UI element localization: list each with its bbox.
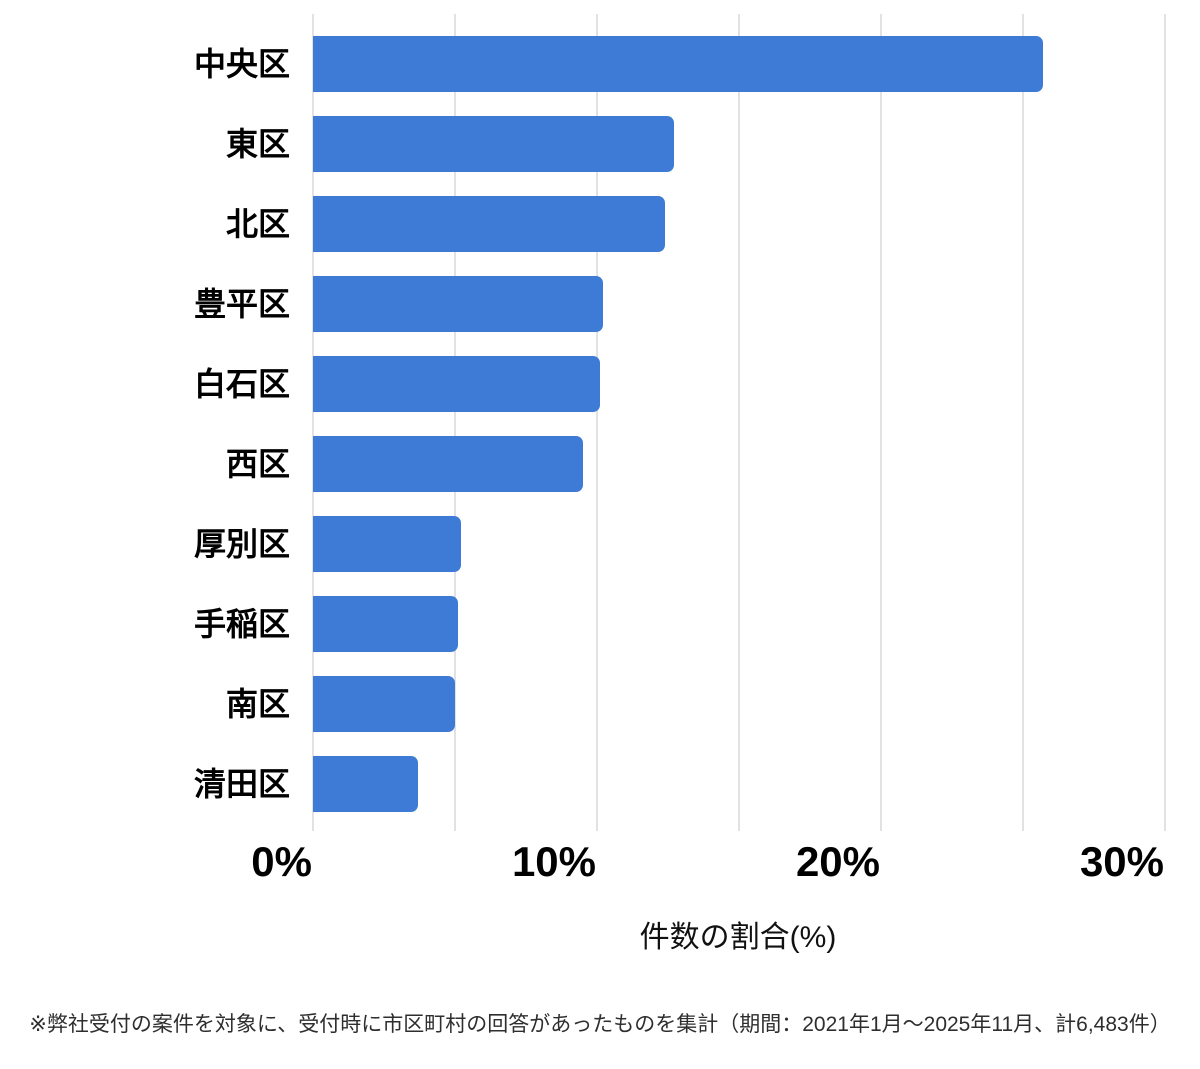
bar-白石区 (313, 356, 600, 412)
bar-豊平区 (313, 276, 603, 332)
bar-東区 (313, 116, 674, 172)
x-tick-label-30: 30% (1079, 838, 1164, 885)
bar-中央区 (313, 36, 1043, 92)
gridline-10pct (596, 14, 598, 831)
category-label: 中央区 (193, 46, 290, 82)
bar-厚別区 (313, 516, 461, 572)
category-label: 南区 (225, 686, 290, 722)
gridline-30pct (1164, 14, 1166, 831)
x-tick-label-0: 0% (251, 838, 312, 885)
x-tick-label-20: 20% (795, 838, 880, 885)
category-label: 厚別区 (193, 526, 290, 562)
category-label: 清田区 (193, 766, 290, 802)
x-tick-label-10: 10% (511, 838, 596, 885)
gridline-5pct (454, 14, 456, 831)
gridline-25pct (1022, 14, 1024, 831)
category-label: 東区 (225, 126, 290, 162)
footnote: ※弊社受付の案件を対象に、受付時に市区町村の回答があったものを集計（期間：202… (29, 1013, 1171, 1036)
bar-西区 (313, 436, 583, 492)
category-label: 北区 (225, 206, 290, 242)
bar-清田区 (313, 756, 418, 812)
x-axis-title: 件数の割合(%) (639, 921, 837, 954)
bar-北区 (313, 196, 665, 252)
gridline-20pct (880, 14, 882, 831)
gridline-0pct (312, 14, 314, 831)
category-label: 西区 (225, 446, 290, 482)
bar-南区 (313, 676, 455, 732)
category-label: 白石区 (193, 366, 290, 402)
bar-手稲区 (313, 596, 458, 652)
category-label: 手稲区 (193, 606, 290, 642)
gridline-15pct (738, 14, 740, 831)
category-label: 豊平区 (193, 286, 290, 322)
